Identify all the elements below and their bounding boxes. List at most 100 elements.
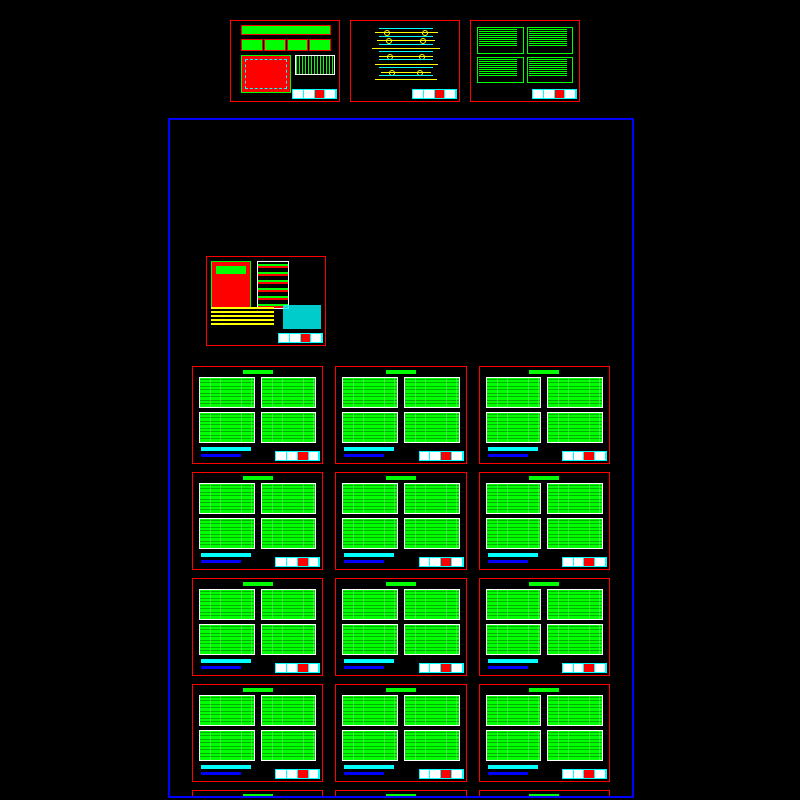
data-table	[486, 624, 542, 655]
sheet-note-cyan	[488, 659, 538, 663]
sheet-title-bar	[529, 370, 559, 374]
data-table	[261, 695, 317, 726]
titleblock	[275, 557, 320, 567]
data-table	[404, 483, 460, 514]
titleblock	[412, 89, 457, 99]
sheet-table[interactable]	[192, 790, 323, 796]
detail-elevation	[257, 261, 289, 309]
sheet-notes-4panel[interactable]	[470, 20, 580, 102]
data-table	[342, 624, 398, 655]
notes-panel	[477, 27, 524, 54]
data-table	[199, 589, 255, 620]
data-table	[404, 695, 460, 726]
sheet-table[interactable]	[335, 366, 466, 464]
sheet-note-blue	[201, 666, 241, 669]
data-table	[486, 589, 542, 620]
data-table	[342, 483, 398, 514]
sheet-table[interactable]	[479, 472, 610, 570]
detail-note-block	[283, 305, 321, 329]
data-table	[199, 730, 255, 761]
titleblock	[419, 451, 464, 461]
data-table	[342, 412, 398, 443]
table-quad	[199, 483, 316, 549]
data-table	[199, 483, 255, 514]
notes-panel	[527, 57, 574, 84]
sheet-note-blue	[201, 560, 241, 563]
sheet-title-bar	[386, 476, 416, 480]
sheet-note-blue	[488, 772, 528, 775]
sheet-table[interactable]	[479, 366, 610, 464]
sheet-note-cyan	[201, 765, 251, 769]
sheet-table[interactable]	[479, 790, 610, 796]
data-table	[199, 377, 255, 408]
sheet-note-blue	[201, 454, 241, 457]
table-quad	[199, 377, 316, 443]
data-table	[547, 483, 603, 514]
sheet-note-cyan	[201, 553, 251, 557]
data-table	[404, 518, 460, 549]
titleblock	[562, 557, 607, 567]
sheet-note-cyan	[344, 765, 394, 769]
data-table	[199, 412, 255, 443]
hatch-panel	[295, 55, 335, 75]
data-table	[404, 377, 460, 408]
data-table	[261, 518, 317, 549]
table-quad	[342, 695, 459, 761]
sheet-table[interactable]	[192, 578, 323, 676]
sheet-note-blue	[488, 560, 528, 563]
detail-plan	[211, 261, 251, 309]
sheet-rebar-shapes[interactable]	[350, 20, 460, 102]
data-table	[342, 695, 398, 726]
section-strip	[241, 39, 331, 51]
data-table	[342, 589, 398, 620]
sheet-note-cyan	[488, 765, 538, 769]
sheet-title-bar	[386, 582, 416, 586]
data-table	[404, 624, 460, 655]
sheet-note-cyan	[488, 553, 538, 557]
sheet-table[interactable]	[192, 366, 323, 464]
data-table	[342, 377, 398, 408]
sheet-note-cyan	[344, 659, 394, 663]
main-layout-frame	[168, 118, 634, 798]
data-table	[486, 412, 542, 443]
data-table	[342, 730, 398, 761]
notes-panel	[527, 27, 574, 54]
table-quad	[199, 695, 316, 761]
table-quad	[342, 483, 459, 549]
sheet-note-cyan	[344, 553, 394, 557]
sheet-table[interactable]	[335, 472, 466, 570]
titleblock	[275, 769, 320, 779]
titleblock	[562, 451, 607, 461]
data-table	[547, 412, 603, 443]
titleblock	[275, 663, 320, 673]
table-quad	[486, 695, 603, 761]
plan-view	[241, 55, 291, 93]
elevation-strip	[241, 25, 331, 35]
sheet-table[interactable]	[335, 684, 466, 782]
sheet-table[interactable]	[479, 684, 610, 782]
sheet-note-blue	[344, 772, 384, 775]
data-table	[261, 730, 317, 761]
sheet-title-bar	[529, 688, 559, 692]
data-table	[486, 483, 542, 514]
sheet-title-bar	[243, 582, 273, 586]
notes-panel	[477, 57, 524, 84]
data-table	[547, 377, 603, 408]
titleblock	[419, 769, 464, 779]
data-table	[547, 695, 603, 726]
sheet-table[interactable]	[335, 578, 466, 676]
sheet-table[interactable]	[479, 578, 610, 676]
sheet-title-bar	[243, 794, 273, 796]
table-quad	[199, 589, 316, 655]
data-table	[547, 624, 603, 655]
sheet-detail[interactable]	[206, 256, 326, 346]
sheet-table[interactable]	[192, 472, 323, 570]
data-table	[486, 695, 542, 726]
data-table	[261, 377, 317, 408]
table-quad	[486, 483, 603, 549]
sheet-plan-elevation[interactable]	[230, 20, 340, 102]
sheet-table[interactable]	[192, 684, 323, 782]
sheet-title-bar	[529, 794, 559, 796]
sheet-table[interactable]	[335, 790, 466, 796]
sheet-title-bar	[386, 794, 416, 796]
